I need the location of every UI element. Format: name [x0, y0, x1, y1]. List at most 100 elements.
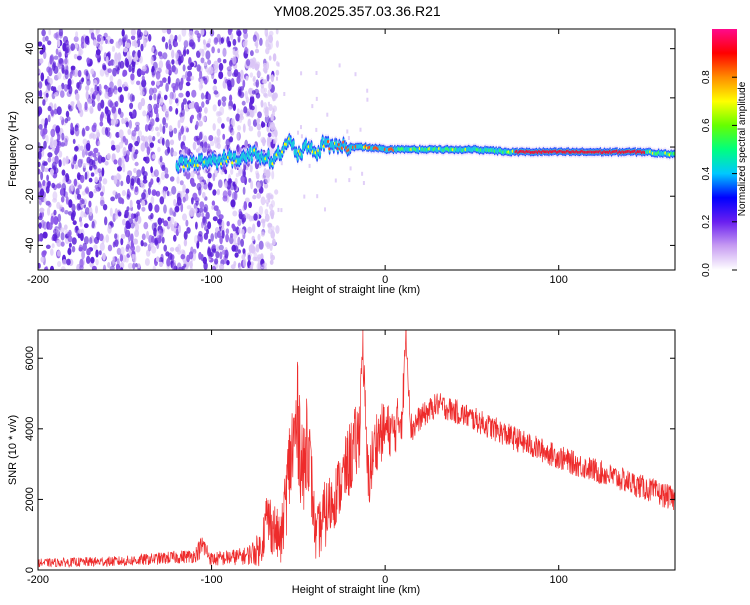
noise-cell [88, 177, 93, 183]
noise-cell [157, 146, 161, 153]
noise-cell [58, 57, 64, 64]
noise-cell [70, 183, 74, 192]
noise-cell [119, 111, 124, 119]
noise-cell [134, 161, 139, 167]
noise-cell [161, 137, 165, 146]
noise-cell [189, 177, 195, 186]
noise-cell [114, 239, 119, 248]
noise-cell [41, 219, 45, 229]
noise-cell [161, 236, 165, 244]
noise-cell [274, 189, 279, 195]
noise-cell [213, 78, 218, 85]
noise-cell [104, 127, 109, 136]
noise-cell [272, 238, 276, 246]
noise-cell [129, 199, 133, 209]
noise-cell [99, 68, 105, 77]
noise-cell [82, 242, 87, 252]
noise-cell [126, 174, 131, 185]
noise-cell [117, 86, 123, 93]
noise-cell [233, 245, 239, 253]
noise-fleck [300, 134, 303, 139]
noise-cell [51, 182, 56, 189]
noise-cell [53, 92, 59, 97]
noise-cell [135, 263, 138, 268]
noise-cell [104, 216, 108, 226]
noise-cell [252, 119, 258, 127]
noise-cell [60, 241, 65, 247]
noise-fleck [280, 161, 283, 166]
noise-cell [264, 93, 269, 99]
noise-cell [47, 207, 51, 216]
noise-cell [59, 116, 63, 121]
noise-cell [194, 30, 200, 35]
noise-cell [120, 237, 124, 246]
noise-cell [217, 116, 222, 124]
noise-cell [253, 213, 258, 221]
noise-cell [120, 267, 124, 270]
noise-cell [64, 118, 69, 124]
noise-cell [204, 107, 208, 114]
noise-cell [119, 94, 124, 103]
noise-cell [190, 265, 193, 270]
noise-cell [148, 202, 153, 212]
noise-cell [236, 29, 242, 37]
noise-cell [130, 245, 135, 252]
noise-cell [55, 31, 60, 41]
noise-cell [173, 234, 177, 242]
noise-fleck [349, 166, 352, 171]
noise-cell [219, 251, 223, 260]
noise-cell [70, 101, 75, 106]
noise-cell [198, 230, 203, 237]
noise-cell [151, 235, 155, 244]
noise-fleck [308, 163, 311, 168]
ridge-inner [292, 140, 295, 148]
noise-cell [202, 216, 206, 224]
noise-cell [215, 251, 220, 259]
noise-cell [202, 115, 207, 122]
noise-cell [246, 58, 251, 67]
noise-cell [270, 194, 274, 200]
spectrogram-x-tick-label: -100 [201, 274, 223, 286]
noise-cell [162, 117, 167, 126]
noise-cell [152, 265, 156, 270]
noise-cell [48, 29, 52, 36]
noise-cell [58, 204, 63, 210]
noise-cell [111, 118, 115, 126]
noise-cell [71, 237, 77, 245]
noise-cell [86, 57, 91, 64]
noise-cell [116, 247, 122, 255]
noise-cell [66, 258, 71, 266]
noise-cell [202, 39, 206, 45]
noise-cell [244, 46, 249, 54]
snr-frame [37, 329, 676, 571]
spectrogram-y-label: Frequency (Hz) [7, 111, 19, 187]
noise-cell [84, 35, 90, 45]
noise-cell [42, 127, 48, 135]
noise-cell [236, 131, 240, 141]
noise-cell [151, 189, 157, 197]
noise-cell [165, 42, 169, 50]
noise-cell [221, 249, 227, 255]
noise-cell [171, 262, 177, 270]
noise-cell [96, 94, 100, 101]
noise-cell [189, 39, 195, 47]
noise-cell [177, 250, 182, 255]
noise-cell [221, 123, 225, 129]
noise-cell [85, 85, 90, 91]
noise-cell [248, 215, 253, 222]
noise-cell [98, 89, 103, 96]
noise-cell [38, 41, 43, 47]
noise-cell [111, 45, 115, 53]
noise-cell [90, 172, 95, 177]
noise-cell [213, 136, 218, 144]
noise-cell [222, 101, 226, 107]
noise-cell [249, 72, 254, 78]
noise-cell [83, 236, 89, 245]
noise-cell [151, 68, 156, 76]
noise-cell [53, 209, 57, 216]
noise-cell [95, 49, 101, 56]
noise-cell [226, 66, 232, 72]
noise-cell [80, 232, 84, 242]
